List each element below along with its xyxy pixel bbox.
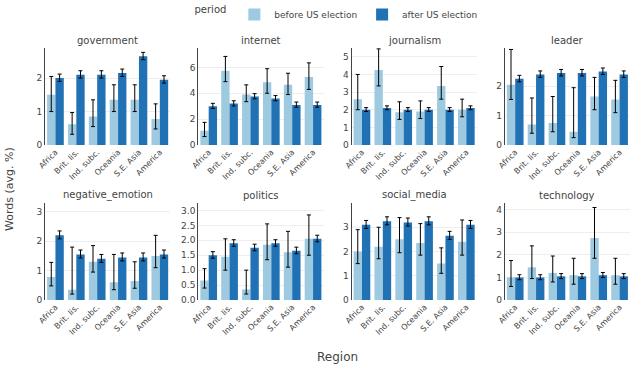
svg-text:America: America xyxy=(288,303,318,333)
svg-text:Oceania: Oceania xyxy=(399,303,429,333)
svg-text:Brit. Iis.: Brit. Iis. xyxy=(206,148,234,176)
svg-text:2: 2 xyxy=(496,81,502,91)
svg-text:Brit. Iis.: Brit. Iis. xyxy=(206,303,234,331)
svg-text:Ind. subc.: Ind. subc. xyxy=(527,303,561,337)
svg-text:3.0: 3.0 xyxy=(181,206,196,216)
svg-text:after US election: after US election xyxy=(402,10,477,20)
svg-text:before US election: before US election xyxy=(274,10,357,20)
svg-text:Ind. subc.: Ind. subc. xyxy=(221,148,255,182)
svg-text:Ind. subc.: Ind. subc. xyxy=(68,303,102,337)
svg-text:Oceania: Oceania xyxy=(553,148,583,178)
svg-text:1: 1 xyxy=(36,107,42,117)
svg-text:0: 0 xyxy=(36,295,42,305)
svg-text:Oceania: Oceania xyxy=(246,303,276,333)
svg-text:0.0: 0.0 xyxy=(181,295,196,305)
svg-text:America: America xyxy=(594,148,624,178)
svg-text:S.E. Asia: S.E. Asia xyxy=(572,148,603,179)
svg-text:S.E. Asia: S.E. Asia xyxy=(112,148,143,179)
svg-text:S.E. Asia: S.E. Asia xyxy=(266,148,297,179)
svg-text:S.E. Asia: S.E. Asia xyxy=(419,148,450,179)
svg-text:Africa: Africa xyxy=(497,303,520,326)
svg-text:period: period xyxy=(195,4,227,15)
svg-text:Brit. Iis.: Brit. Iis. xyxy=(53,148,81,176)
svg-text:Brit. Iis.: Brit. Iis. xyxy=(512,148,540,176)
svg-text:Oceania: Oceania xyxy=(93,148,123,178)
svg-text:America: America xyxy=(134,148,164,178)
svg-text:America: America xyxy=(441,148,471,178)
svg-text:0: 0 xyxy=(36,140,42,150)
svg-text:1.5: 1.5 xyxy=(181,250,195,260)
svg-text:0: 0 xyxy=(343,140,349,150)
svg-text:Ind. subc.: Ind. subc. xyxy=(221,303,255,337)
svg-text:Ind. subc.: Ind. subc. xyxy=(527,148,561,182)
svg-text:Africa: Africa xyxy=(190,148,213,171)
svg-text:6: 6 xyxy=(190,63,196,73)
svg-text:internet: internet xyxy=(241,35,281,46)
svg-text:1: 1 xyxy=(343,271,349,281)
svg-text:journalism: journalism xyxy=(388,35,441,46)
svg-text:Brit. Iis.: Brit. Iis. xyxy=(359,303,387,331)
svg-text:Oceania: Oceania xyxy=(246,148,276,178)
svg-text:4: 4 xyxy=(190,88,196,98)
svg-text:0: 0 xyxy=(496,140,502,150)
svg-text:Africa: Africa xyxy=(37,303,60,326)
svg-text:0: 0 xyxy=(343,295,349,305)
svg-text:2: 2 xyxy=(190,114,196,124)
svg-text:Region: Region xyxy=(317,350,358,364)
svg-text:America: America xyxy=(594,303,624,333)
svg-text:Africa: Africa xyxy=(37,148,60,171)
svg-text:Words (avg. %): Words (avg. %) xyxy=(3,147,16,231)
svg-text:Oceania: Oceania xyxy=(553,303,583,333)
svg-text:3: 3 xyxy=(496,227,502,237)
svg-text:politics: politics xyxy=(243,190,278,201)
svg-text:3: 3 xyxy=(343,222,349,232)
svg-text:social_media: social_media xyxy=(382,189,447,201)
svg-text:Ind. subc.: Ind. subc. xyxy=(374,148,408,182)
svg-text:4: 4 xyxy=(343,70,349,80)
svg-text:Brit. Iis.: Brit. Iis. xyxy=(359,148,387,176)
svg-text:S.E. Asia: S.E. Asia xyxy=(572,303,603,334)
svg-text:Brit. Iis.: Brit. Iis. xyxy=(512,303,540,331)
svg-text:0: 0 xyxy=(190,140,196,150)
svg-text:America: America xyxy=(441,303,471,333)
svg-text:S.E. Asia: S.E. Asia xyxy=(419,303,450,334)
svg-text:3: 3 xyxy=(343,87,349,97)
svg-text:Africa: Africa xyxy=(344,148,367,171)
svg-text:3: 3 xyxy=(36,207,42,217)
svg-text:1: 1 xyxy=(496,273,502,283)
svg-text:5: 5 xyxy=(343,52,349,62)
svg-text:2: 2 xyxy=(36,236,42,246)
svg-text:government: government xyxy=(77,35,138,46)
svg-text:2: 2 xyxy=(36,73,42,83)
svg-text:2: 2 xyxy=(343,247,349,257)
svg-text:1: 1 xyxy=(496,111,502,121)
svg-text:Ind. subc.: Ind. subc. xyxy=(374,303,408,337)
svg-text:1.0: 1.0 xyxy=(181,265,196,275)
svg-text:Brit. Iis.: Brit. Iis. xyxy=(53,303,81,331)
svg-text:2: 2 xyxy=(496,250,502,260)
svg-text:Africa: Africa xyxy=(190,303,213,326)
svg-text:1: 1 xyxy=(36,266,42,276)
svg-text:0: 0 xyxy=(496,295,502,305)
svg-text:2.0: 2.0 xyxy=(181,235,196,245)
svg-text:Africa: Africa xyxy=(497,148,520,171)
svg-text:2: 2 xyxy=(343,105,349,115)
svg-text:Africa: Africa xyxy=(344,303,367,326)
svg-text:2.5: 2.5 xyxy=(181,221,195,231)
svg-text:America: America xyxy=(288,148,318,178)
svg-text:leader: leader xyxy=(551,35,584,46)
svg-text:4: 4 xyxy=(496,205,502,215)
svg-text:Oceania: Oceania xyxy=(93,303,123,333)
svg-text:0.5: 0.5 xyxy=(181,280,195,290)
svg-text:S.E. Asia: S.E. Asia xyxy=(112,303,143,334)
svg-text:Oceania: Oceania xyxy=(399,148,429,178)
svg-text:technology: technology xyxy=(539,190,595,201)
svg-text:S.E. Asia: S.E. Asia xyxy=(266,303,297,334)
svg-text:America: America xyxy=(134,303,164,333)
svg-text:Ind. subc.: Ind. subc. xyxy=(68,148,102,182)
svg-text:negative_emotion: negative_emotion xyxy=(63,189,153,201)
svg-text:1: 1 xyxy=(343,123,349,133)
